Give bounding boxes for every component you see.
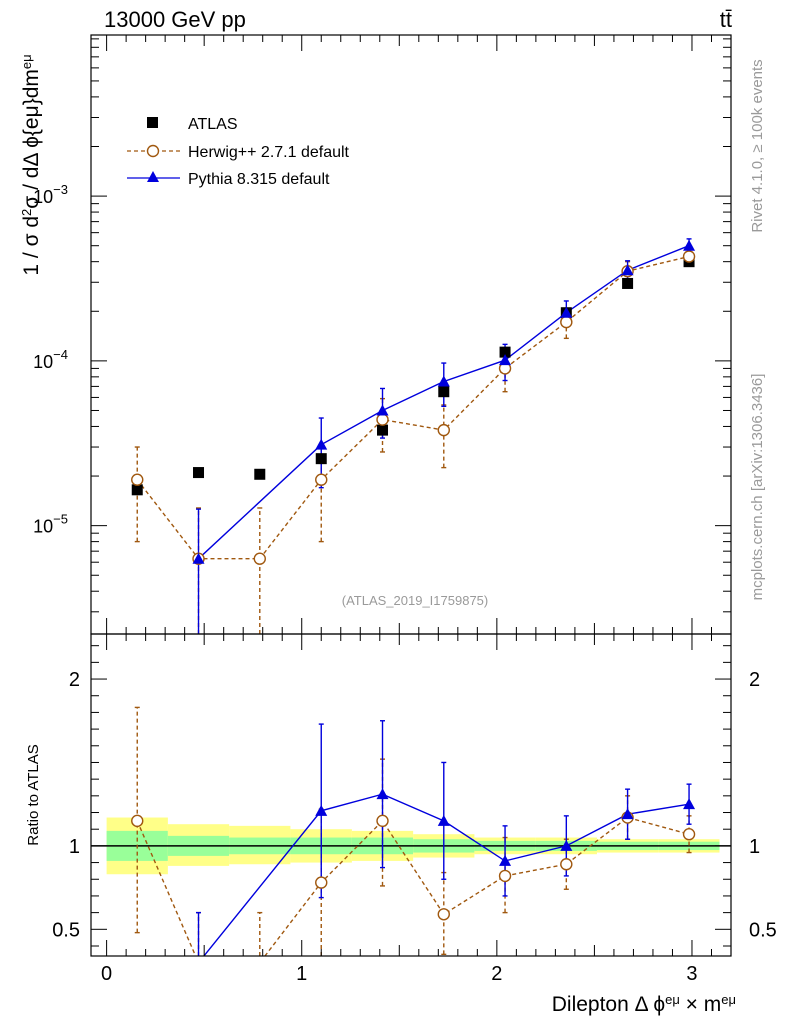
- ratio-y-axis-label: Ratio to ATLAS: [25, 744, 42, 845]
- rivet-label: Rivet 4.1.0, ≥ 100k events: [749, 59, 766, 232]
- legend-atlas-marker: [147, 117, 158, 128]
- legend-herwig-marker: [146, 144, 160, 158]
- herwig-ratio-point: [131, 814, 144, 828]
- source-label: mcplots.cern.ch [arXiv:1306.3436]: [749, 374, 766, 601]
- herwig-ratio-point: [560, 858, 573, 871]
- pythia-ratio-point: [560, 839, 573, 851]
- herwig-point: [131, 473, 144, 486]
- herwig-point: [682, 250, 696, 263]
- herwig-ratio-point: [376, 814, 389, 828]
- herwig-ratio-point: [315, 876, 328, 889]
- ratio-axis-ticks: [91, 634, 732, 956]
- herwig-line: [136, 255, 690, 560]
- pythia-point: [315, 438, 328, 450]
- herwig-point: [560, 315, 573, 329]
- main-axis-ticks: [91, 35, 732, 634]
- pythia-point: [376, 404, 389, 416]
- header-left: 13000 GeV pp: [104, 7, 246, 32]
- ratio-y-tick-label-right: 2: [749, 669, 760, 691]
- x-tick-label: 1: [296, 963, 307, 985]
- herwig-point: [253, 552, 266, 565]
- herwig-ratio-line: [136, 816, 690, 956]
- herwig-ratio-point: [498, 869, 512, 883]
- herwig-ratio-point: [437, 908, 450, 921]
- legend-atlas-label: ATLAS: [188, 116, 238, 133]
- legend-herwig-label: Herwig++ 2.7.1 default: [188, 144, 350, 161]
- pythia-ratio-line: [203, 793, 690, 956]
- pythia-point: [560, 306, 573, 318]
- main-panel: 10−5 10−4 10−3 (ATLAS_2019_I1759875): [33, 34, 732, 635]
- pythia-ratio-point: [499, 854, 512, 866]
- atlas-point: [193, 467, 205, 479]
- ratio-y-tick-labels: 0.5 0.5 1 1 2 2: [52, 669, 777, 941]
- pythia-ratio-point: [315, 804, 328, 816]
- ratio-y-tick-label-right: 1: [749, 836, 760, 858]
- atlas-point: [622, 277, 634, 289]
- x-tick-label: 0: [101, 963, 112, 985]
- herwig-ratio-point: [682, 828, 696, 841]
- herwig-point: [315, 473, 328, 486]
- ratio-y-tick-label-left: 2: [69, 669, 80, 691]
- pythia-ratio-point: [376, 788, 389, 800]
- pythia-point: [621, 264, 634, 276]
- atlas-point: [377, 424, 389, 436]
- main-y-tick-label: 10−3: [33, 182, 68, 207]
- ratio-y-tick-label-left: 0.5: [52, 919, 80, 941]
- ratio-series: [131, 706, 696, 956]
- pythia-point: [499, 354, 512, 366]
- atlas-point: [438, 386, 450, 398]
- atlas-point: [254, 468, 266, 480]
- atlas-point: [315, 453, 327, 465]
- main-y-tick-labels: 10−5 10−4 10−3: [33, 182, 68, 537]
- pythia-point: [437, 375, 450, 387]
- main-series: [131, 238, 696, 634]
- analysis-tag: (ATLAS_2019_I1759875): [342, 593, 488, 608]
- ratio-y-tick-label-right: 0.5: [749, 919, 777, 941]
- ratio-series-group: [131, 706, 696, 956]
- atlas-point: [499, 346, 511, 358]
- ratio-frame: [90, 633, 732, 957]
- main-series-group: [131, 238, 696, 634]
- x-tick-label: 3: [686, 963, 697, 985]
- pythia-point: [683, 239, 696, 251]
- main-y-tick-label: 10−5: [33, 512, 68, 537]
- main-y-axis-label: 1 / σ d2σ / dΔ ϕ{eμ}dmeμ: [19, 54, 44, 275]
- x-tick-label: 2: [491, 963, 502, 985]
- atlas-point: [131, 484, 143, 496]
- legend-pythia-marker: [147, 171, 159, 182]
- header-right: tt̄: [720, 7, 732, 32]
- x-tick-labels: 0 1 2 3: [101, 963, 697, 985]
- x-axis-label: Dilepton Δ ϕeμ × meμ: [552, 992, 736, 1017]
- legend: ATLAS Herwig++ 2.7.1 default Pythia 8.31…: [127, 116, 350, 188]
- main-y-tick-label: 10−4: [33, 347, 68, 372]
- pythia-point: [192, 552, 205, 564]
- pythia-ratio-point: [621, 808, 634, 820]
- legend-pythia-label: Pythia 8.315 default: [188, 171, 330, 188]
- herwig-point: [437, 423, 450, 437]
- herwig-point: [376, 413, 389, 426]
- ratio-y-tick-label-left: 1: [69, 836, 80, 858]
- pythia-ratio-point: [437, 814, 450, 826]
- ratio-panel: 0.5 0.5 1 1 2 2 0 1 2 3 Ratio to ATLAS Dilepton …: [25, 633, 777, 1017]
- pythia-ratio-point: [683, 798, 696, 810]
- pythia-line: [198, 245, 690, 560]
